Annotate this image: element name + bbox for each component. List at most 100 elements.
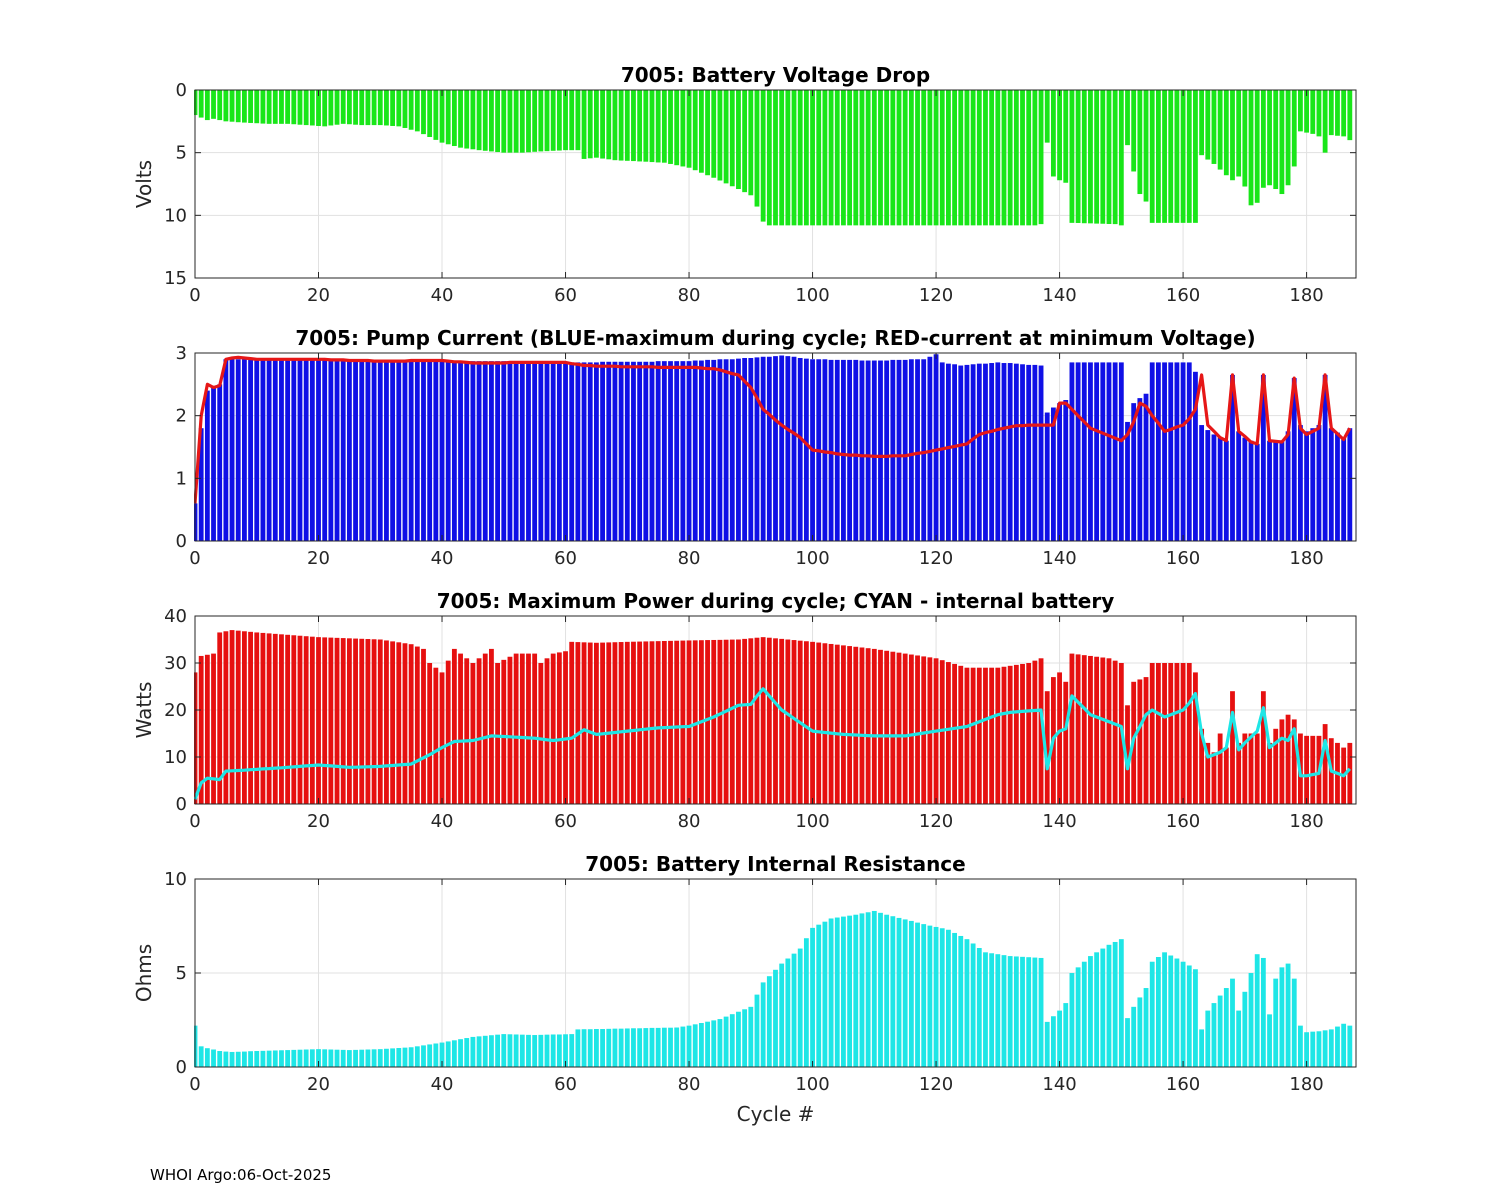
- bar: [353, 359, 358, 541]
- bar: [1050, 407, 1056, 541]
- bar: [1001, 90, 1007, 226]
- bar: [803, 358, 809, 541]
- bar: [600, 1029, 605, 1067]
- bar: [989, 667, 995, 804]
- bar: [717, 1019, 723, 1067]
- bar: [890, 90, 896, 226]
- bar: [594, 1029, 599, 1067]
- bar: [773, 969, 778, 1067]
- bar: [1075, 967, 1081, 1067]
- left-mask: [183, 614, 194, 806]
- bar: [803, 90, 809, 226]
- bar: [390, 360, 396, 541]
- bar: [451, 360, 457, 541]
- bar: [1248, 90, 1254, 206]
- bar: [532, 653, 538, 804]
- y-axis-label: Ohms: [132, 944, 156, 1002]
- bar: [655, 90, 661, 163]
- y-tick-label: 20: [164, 700, 187, 721]
- bar: [705, 359, 710, 541]
- bar: [1199, 425, 1205, 541]
- bar: [328, 90, 334, 126]
- bar: [445, 90, 451, 145]
- bar: [340, 359, 346, 541]
- bar: [1026, 364, 1032, 541]
- bar: [649, 90, 655, 163]
- bar: [785, 356, 791, 541]
- bar: [729, 639, 735, 804]
- chart-title: 7005: Maximum Power during cycle; CYAN -…: [437, 589, 1115, 613]
- bar: [421, 360, 426, 541]
- x-tick-label: 60: [554, 285, 577, 306]
- bar: [958, 935, 964, 1067]
- footer-timestamp: WHOI Argo:06-Oct-2025: [150, 1166, 332, 1184]
- bar: [1162, 90, 1167, 223]
- bar: [297, 90, 303, 125]
- bar: [451, 648, 457, 804]
- bar: [834, 644, 840, 804]
- bar: [1236, 90, 1242, 177]
- bar: [1088, 655, 1093, 804]
- bar: [859, 360, 865, 541]
- bar: [1223, 988, 1229, 1067]
- bar: [1020, 90, 1025, 226]
- bar: [1032, 90, 1038, 226]
- bar: [705, 90, 710, 176]
- bar: [396, 360, 402, 541]
- bar: [1081, 655, 1087, 804]
- bar: [1063, 681, 1069, 804]
- bar: [594, 362, 599, 541]
- bar: [871, 360, 877, 541]
- bar: [1310, 735, 1316, 804]
- bar: [1137, 997, 1143, 1067]
- bar: [334, 637, 340, 804]
- bar: [414, 646, 420, 804]
- bar: [1180, 362, 1186, 541]
- bar: [871, 910, 877, 1067]
- bar: [748, 1006, 754, 1067]
- x-tick-label: 120: [919, 285, 953, 306]
- bar: [600, 90, 605, 159]
- bar: [1088, 90, 1093, 224]
- bar: [1254, 954, 1260, 1067]
- bar: [513, 653, 519, 804]
- bar: [766, 356, 772, 541]
- bar: [384, 359, 389, 541]
- bar: [538, 90, 544, 152]
- bar: [742, 358, 748, 541]
- bar: [686, 1025, 692, 1067]
- y-tick-label: 0: [176, 1057, 187, 1078]
- bar: [1279, 90, 1285, 195]
- x-tick-label: 120: [919, 548, 953, 569]
- bar: [841, 90, 846, 226]
- bar: [773, 90, 778, 226]
- bar: [1081, 90, 1087, 224]
- bar: [705, 1021, 710, 1067]
- x-tick-label: 60: [554, 811, 577, 832]
- bar: [550, 90, 556, 151]
- bar: [612, 361, 618, 541]
- bar: [803, 938, 809, 1067]
- bar: [1125, 90, 1130, 146]
- bar: [569, 362, 575, 541]
- bar: [353, 1049, 358, 1067]
- bar: [1279, 719, 1285, 804]
- bar: [526, 1034, 531, 1067]
- bar: [884, 914, 890, 1067]
- bar: [1069, 973, 1075, 1067]
- bar: [791, 953, 797, 1067]
- bar: [600, 642, 605, 804]
- bar: [612, 1028, 618, 1067]
- bar: [334, 1049, 340, 1067]
- bar: [464, 90, 470, 149]
- bar: [1063, 90, 1069, 183]
- bar: [538, 361, 544, 541]
- bar: [946, 90, 951, 226]
- x-tick-label: 180: [1289, 811, 1323, 832]
- bar: [470, 361, 476, 541]
- bar: [229, 1051, 235, 1067]
- bar: [723, 639, 729, 804]
- bar: [908, 359, 914, 541]
- bar: [353, 638, 358, 804]
- series-line: [193, 687, 1351, 800]
